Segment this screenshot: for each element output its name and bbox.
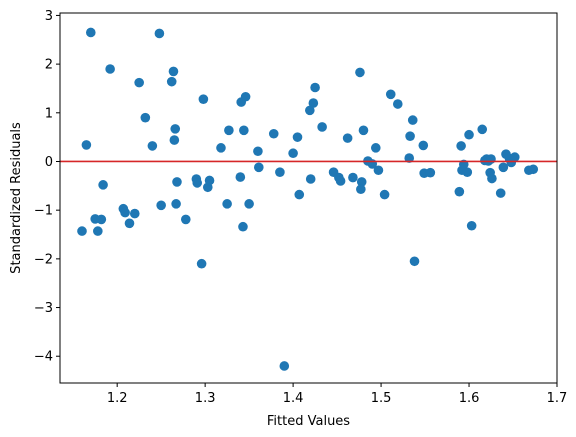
data-point [454, 186, 465, 197]
data-point [168, 66, 179, 77]
data-point [224, 125, 234, 136]
data-point [404, 153, 415, 163]
data-point [222, 199, 232, 209]
data-point [253, 162, 264, 173]
data-point [171, 199, 181, 209]
data-point [147, 141, 158, 151]
data-point [253, 146, 263, 157]
data-point [81, 140, 92, 150]
data-point [392, 99, 403, 109]
data-point [120, 207, 130, 218]
data-point [310, 82, 320, 93]
data-point [405, 131, 415, 141]
data-point [77, 226, 87, 236]
y-tick-label: 0 [45, 155, 53, 170]
x-tick-label: 1.2 [107, 391, 128, 406]
data-point [348, 172, 358, 183]
data-point [93, 226, 103, 236]
y-tick-label: −4 [34, 350, 53, 365]
data-point [124, 218, 135, 229]
data-point [462, 167, 473, 177]
data-point [170, 124, 181, 134]
data-point [216, 143, 226, 153]
data-point [335, 176, 346, 186]
x-tick-label: 1.7 [547, 391, 568, 406]
data-point [134, 77, 144, 88]
data-point [498, 162, 509, 173]
y-tick-label: 1 [45, 106, 53, 121]
x-tick-label: 1.5 [371, 391, 392, 406]
data-point [425, 167, 436, 178]
x-tick-label: 1.4 [283, 391, 304, 406]
x-tick-label: 1.6 [459, 391, 480, 406]
data-point [407, 115, 418, 125]
data-point [244, 199, 254, 209]
data-point [172, 177, 182, 187]
y-tick-label: 3 [45, 9, 53, 24]
data-point [292, 132, 303, 142]
data-point [279, 361, 290, 371]
data-point [487, 173, 497, 184]
data-point [85, 27, 96, 38]
data-point [235, 172, 246, 182]
data-point [486, 154, 496, 164]
data-point [268, 128, 279, 139]
x-axis-label: Fitted Values [267, 414, 350, 429]
data-point [154, 28, 165, 39]
y-tick-label: −1 [34, 204, 53, 219]
data-point [385, 89, 396, 100]
data-point [166, 76, 177, 87]
data-point [509, 152, 520, 162]
data-point [240, 91, 251, 102]
data-point [180, 214, 191, 225]
data-point [196, 258, 207, 269]
data-point [129, 208, 140, 219]
data-point [356, 177, 367, 187]
data-point [192, 178, 203, 188]
data-point [370, 143, 381, 153]
data-point [358, 125, 369, 136]
data-point [464, 129, 474, 140]
x-tick-label: 1.3 [195, 391, 216, 406]
data-point [204, 175, 215, 186]
data-point [355, 67, 365, 78]
data-point [373, 165, 384, 176]
y-tick-label: −2 [34, 252, 53, 267]
y-axis-label: Standardized Residuals [9, 122, 24, 274]
data-point [238, 221, 248, 232]
data-point [294, 189, 305, 200]
data-points [77, 27, 539, 371]
data-point [466, 220, 477, 231]
data-point [239, 125, 249, 136]
data-point [495, 188, 506, 198]
data-point [140, 112, 151, 123]
data-point [169, 135, 180, 145]
data-point [356, 184, 366, 195]
data-point [342, 133, 353, 143]
data-point [156, 200, 166, 211]
x-axis-ticks: 1.2 1.3 1.4 1.5 1.6 1.7 [107, 383, 568, 406]
data-point [308, 98, 319, 108]
data-point [305, 105, 315, 116]
data-point [105, 64, 115, 74]
y-axis-ticks: −4 −3 −2 −1 0 1 2 3 [34, 9, 60, 365]
y-tick-label: −3 [34, 301, 53, 316]
data-point [528, 164, 539, 175]
data-point [456, 141, 466, 151]
data-point [317, 122, 327, 132]
data-point [288, 148, 298, 159]
data-point [275, 167, 285, 177]
y-tick-label: 2 [45, 58, 53, 73]
axes-frame [59, 12, 558, 384]
data-point [305, 174, 316, 184]
data-point [96, 214, 107, 225]
data-point [198, 94, 209, 104]
data-point [379, 189, 390, 200]
data-point [98, 180, 108, 190]
data-point [477, 124, 488, 135]
data-point [418, 140, 429, 151]
data-point [409, 256, 420, 267]
